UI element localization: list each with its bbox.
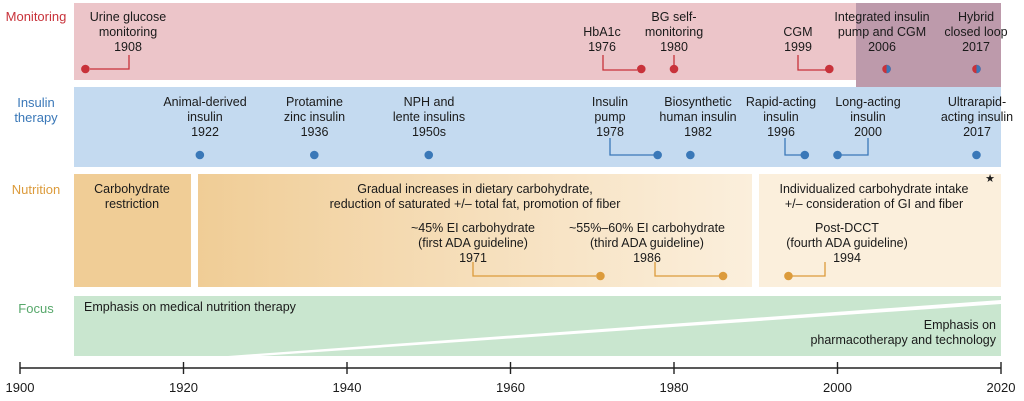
dot-pump <box>653 150 662 160</box>
dot-long <box>833 150 842 160</box>
row-label-focus: Focus <box>18 301 54 316</box>
focus-mnt: Emphasis on medical nutrition therapy <box>84 300 296 314</box>
connector-ada1 <box>472 262 596 277</box>
nutrition-band-gradual <box>198 174 752 287</box>
event-animal-insulin: Animal-derived insulin 1922 <box>163 95 247 139</box>
connector-cgm <box>797 55 828 71</box>
axis-tick-label: 2000 <box>823 380 852 395</box>
event-ultrarapid: Ultrarapid- acting insulin 2017 <box>940 95 1014 139</box>
monitoring-band <box>74 3 1001 80</box>
event-third-ada-guideline: ~55%–60% EI carbohydrate (third ADA guid… <box>568 221 725 265</box>
axis-tick-label: 2020 <box>986 380 1016 395</box>
event-cgm: CGM 1999 <box>783 25 813 54</box>
event-rapid-acting: Rapid-acting insulin 1996 <box>745 95 817 139</box>
dot-animal <box>195 150 205 160</box>
dot-dcct <box>784 271 793 281</box>
connector-ada3 <box>654 262 720 277</box>
event-long-acting: Long-acting insulin 2000 <box>835 95 901 139</box>
event-bg-self-monitoring: BG self- monitoring 1980 <box>644 10 704 54</box>
event-integrated-pump-cgm: Integrated insulin pump and CGM 2006 <box>834 10 930 54</box>
row-label-monitoring: Monitoring <box>5 9 67 24</box>
axis-tick-label: 1920 <box>169 380 198 395</box>
dot-rapid <box>800 150 810 160</box>
dot-nph <box>424 150 434 160</box>
dot-biosynth <box>686 150 695 160</box>
axis-tick-label: 1980 <box>659 380 689 395</box>
event-hybrid-closed-loop: Hybrid closed loop 2017 <box>944 10 1008 54</box>
dot-cgm <box>825 64 834 74</box>
axis-tick-label: 1940 <box>332 380 362 395</box>
focus-divider <box>228 300 1001 356</box>
event-post-dcct: Post-DCCT (fourth ADA guideline) 1994 <box>786 221 908 265</box>
connector-dcct <box>788 262 826 277</box>
connector-hba1c <box>602 55 637 71</box>
event-protamine-insulin: Protamine zinc insulin 1936 <box>283 95 346 139</box>
event-nph-lente: NPH and lente insulins 1950s <box>392 95 466 139</box>
event-first-ada-guideline: ~45% EI carbohydrate (first ADA guidelin… <box>410 221 536 265</box>
row-label-insulin: Insulin therapy <box>14 95 58 125</box>
dot-hba1c <box>637 64 646 74</box>
nutrition-gradual-increase: Gradual increases in dietary carbohydrat… <box>329 182 621 211</box>
connector-rapid <box>784 138 802 156</box>
nutrition-star-icon: ★ <box>985 173 995 185</box>
dot-half-hybrid <box>976 64 981 74</box>
dot-ada3 <box>718 271 728 281</box>
nutrition-band-restriction <box>74 174 191 287</box>
row-label-nutrition: Nutrition <box>11 182 61 197</box>
event-insulin-pump: Insulin pump 1978 <box>591 95 629 139</box>
dot-half-pumpcgm <box>886 64 891 74</box>
connector-long <box>838 138 869 156</box>
insulin-band <box>74 87 1001 167</box>
focus-band <box>74 296 1001 356</box>
connector-pump <box>609 138 657 156</box>
dot-urine <box>81 64 90 74</box>
nutrition-band-individualized <box>759 174 1001 287</box>
event-hba1c: HbA1c 1976 <box>583 25 621 54</box>
dot-protamine <box>310 150 319 160</box>
dot-ultra <box>972 150 981 160</box>
focus-pharmacotherapy: Emphasis on pharmacotherapy and technolo… <box>810 318 996 347</box>
axis-tick-label: 1960 <box>496 380 525 395</box>
connector-urine <box>90 55 130 70</box>
dot-bg <box>669 64 679 74</box>
dot-ada1 <box>596 271 605 281</box>
event-urine-glucose: Urine glucose monitoring 1908 <box>89 10 167 54</box>
event-biosynthetic-insulin: Biosynthetic human insulin 1982 <box>659 95 737 139</box>
axis-tick-label: 1900 <box>5 380 35 395</box>
nutrition-carb-restriction: Carbohydrate restriction <box>94 182 170 211</box>
nutrition-individualized: Individualized carbohydrate intake +/– c… <box>779 182 969 211</box>
